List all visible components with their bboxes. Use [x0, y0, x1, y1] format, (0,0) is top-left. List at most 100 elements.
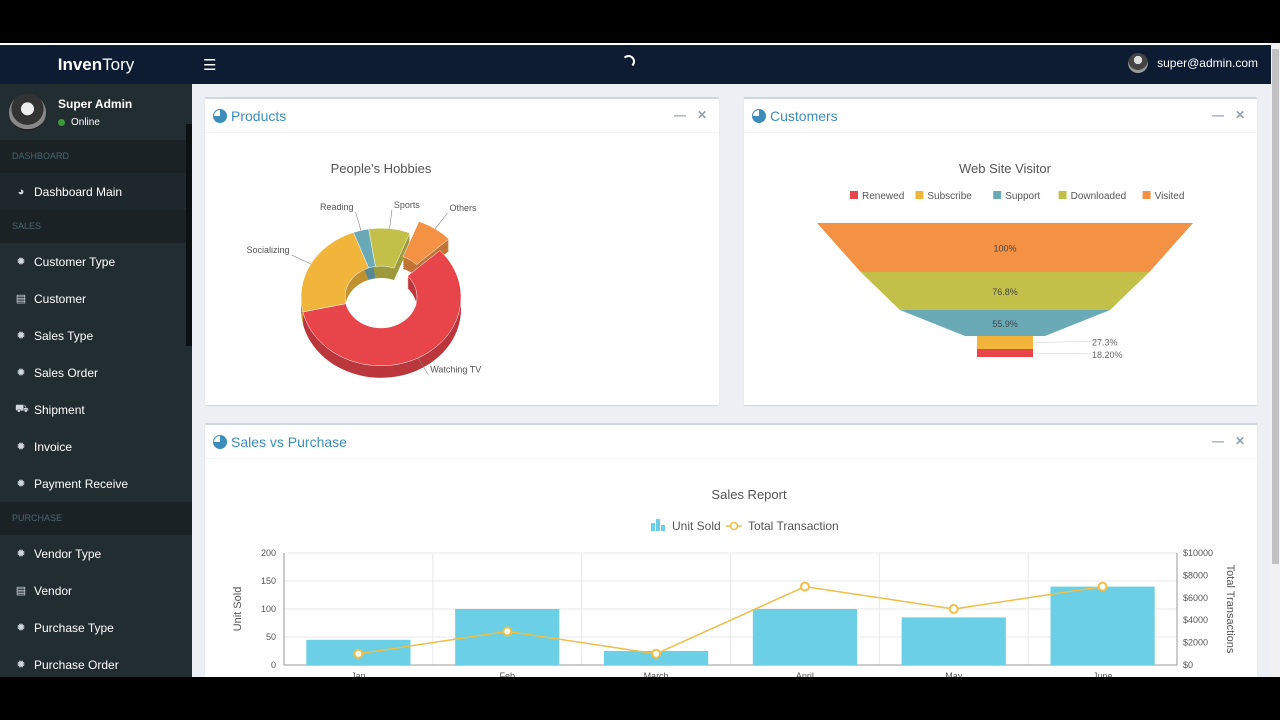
- chart-title: Web Site Visitor: [959, 161, 1052, 176]
- line-point: [353, 648, 364, 659]
- pie-slice-label: Reading: [320, 202, 354, 212]
- box-header: Customers — ✕: [744, 99, 1257, 133]
- pie-chart-icon: ◕: [17, 185, 25, 198]
- y2-axis-label: Total Transactions: [1224, 565, 1236, 654]
- sidebar-toggle-icon[interactable]: ☰: [203, 57, 217, 74]
- funnel-leader-line: [1032, 341, 1092, 343]
- sidebar-item-customer-type[interactable]: ✹ Customer Type: [0, 243, 192, 280]
- pie-leader-line: [355, 211, 362, 231]
- y2-tick-label: $4000: [1183, 615, 1208, 625]
- funnel-stage-label: 18.20%: [1092, 350, 1123, 360]
- y-tick-label: 50: [266, 632, 276, 642]
- legend-label: Subscribe: [927, 191, 972, 202]
- minimize-icon[interactable]: —: [1211, 108, 1224, 122]
- y-axis-label: Unit Sold: [232, 587, 244, 632]
- y-tick-label: 200: [261, 548, 276, 558]
- sales-box: Sales vs Purchase — ✕ Sales Report Unit …: [205, 423, 1257, 677]
- scrollbar-thumb[interactable]: [1272, 49, 1279, 564]
- close-icon[interactable]: ✕: [1234, 108, 1245, 122]
- bar: [752, 609, 858, 665]
- sidebar-item-invoice[interactable]: ✹ Invoice: [0, 428, 192, 465]
- sidebar-item-label: Customer: [34, 291, 87, 306]
- user-email: super@admin.com: [1157, 56, 1258, 70]
- online-dot-icon: [58, 118, 65, 126]
- top-navbar: Inven Tory ☰ super@admin.com: [0, 43, 1280, 84]
- sidebar-item-purchase-order[interactable]: ✹ Purchase Order: [0, 646, 192, 677]
- funnel-stage-label: 27.3%: [1092, 338, 1118, 348]
- y2-tick-label: $10000: [1183, 548, 1213, 558]
- gear-icon: ✹: [16, 441, 26, 453]
- sidebar-item-label: Vendor Type: [34, 546, 102, 561]
- sidebar-menu: DASHBOARD ◕ Dashboard Main SALES ✹ Customer T…: [0, 140, 192, 677]
- funnel-stage-label: 55.9%: [992, 319, 1018, 329]
- sidebar-section-header: SALES: [0, 210, 192, 243]
- legend-swatch: [1142, 191, 1151, 199]
- box-header: Sales vs Purchase — ✕: [205, 425, 1257, 459]
- user-name: Super Admin: [58, 96, 133, 111]
- pie-slice-label: Watching TV: [430, 365, 481, 375]
- legend-label: Total Transaction: [748, 519, 839, 533]
- minimize-icon[interactable]: —: [1211, 434, 1224, 448]
- x-tick-label: Jan: [351, 671, 366, 677]
- legend-label: Unit Sold: [672, 519, 721, 533]
- box-title: Sales vs Purchase: [231, 433, 347, 450]
- sidebar-item-label: Purchase Type: [34, 620, 114, 635]
- funnel-stage: [860, 272, 1150, 310]
- sidebar-item-vendor[interactable]: ▤ Vendor: [0, 572, 192, 609]
- funnel-stage: [977, 349, 1033, 357]
- y2-tick-label: $2000: [1183, 638, 1208, 648]
- sidebar-item-sales-order[interactable]: ✹ Sales Order: [0, 354, 192, 391]
- x-tick-label: March: [644, 671, 669, 677]
- sidebar-item-payment-receive[interactable]: ✹ Payment Receive: [0, 465, 192, 502]
- pie-chart-icon: [213, 434, 227, 449]
- sidebar-item-vendor-type[interactable]: ✹ Vendor Type: [0, 535, 192, 572]
- minimize-icon[interactable]: —: [673, 108, 686, 122]
- pie-slice: [300, 232, 369, 313]
- y-tick-label: 150: [261, 576, 276, 586]
- avatar: [1128, 53, 1149, 73]
- pie-leader-line: [417, 357, 429, 375]
- line-legend-icon: [729, 521, 739, 531]
- bar-legend-icon: [661, 525, 665, 531]
- sidebar-item-label: Shipment: [34, 402, 85, 417]
- pie-slice-label: Sports: [394, 200, 421, 210]
- y2-tick-label: $8000: [1183, 570, 1208, 580]
- x-tick-label: April: [796, 671, 814, 677]
- page-scrollbar[interactable]: [1271, 43, 1280, 677]
- legend-swatch: [850, 191, 858, 199]
- chart-title: People's Hobbies: [331, 161, 432, 176]
- y-tick-label: 0: [271, 660, 276, 670]
- sidebar-scrollbar[interactable]: [186, 124, 192, 346]
- gear-icon: ✹: [16, 330, 26, 342]
- pie-slice: [368, 227, 411, 269]
- sidebar: Super Admin Online DASHBOARD ◕ Dashboard M…: [0, 84, 192, 677]
- gear-icon: ✹: [16, 659, 26, 671]
- pie-leader-line: [389, 209, 393, 229]
- sidebar-item-dashboard-main[interactable]: ◕ Dashboard Main: [0, 173, 192, 210]
- line-point: [651, 648, 662, 659]
- sidebar-item-sales-type[interactable]: ✹ Sales Type: [0, 317, 192, 354]
- products-box: Products — ✕ People's Hobbies Socializin…: [205, 97, 719, 405]
- line-point: [948, 604, 959, 614]
- close-icon[interactable]: ✕: [1234, 434, 1245, 448]
- user-menu[interactable]: super@admin.com: [1128, 53, 1258, 73]
- document-icon: ▤: [15, 293, 27, 305]
- sidebar-item-customer[interactable]: ▤ Customer: [0, 280, 192, 317]
- close-icon[interactable]: ✕: [696, 108, 707, 122]
- funnel-stage-label: 100%: [993, 244, 1016, 254]
- funnel-stage-label: 76.8%: [992, 287, 1018, 297]
- gear-icon: ✹: [16, 622, 26, 634]
- pie-slice: [302, 250, 462, 367]
- sidebar-item-label: Sales Order: [34, 365, 99, 380]
- pie-chart-icon: [213, 108, 227, 123]
- sidebar-item-purchase-type[interactable]: ✹ Purchase Type: [0, 609, 192, 646]
- app-logo[interactable]: Inven Tory: [57, 54, 135, 74]
- chart-title: Sales Report: [711, 487, 787, 502]
- funnel-stage: [899, 310, 1111, 336]
- legend-swatch: [993, 191, 1002, 199]
- legend-label: Downloaded: [1071, 191, 1127, 202]
- sidebar-item-label: Invoice: [34, 439, 73, 454]
- transaction-line: [358, 585, 1103, 655]
- sidebar-section-header: DASHBOARD: [0, 140, 192, 173]
- sidebar-item-shipment[interactable]: ⛟ Shipment: [0, 391, 192, 428]
